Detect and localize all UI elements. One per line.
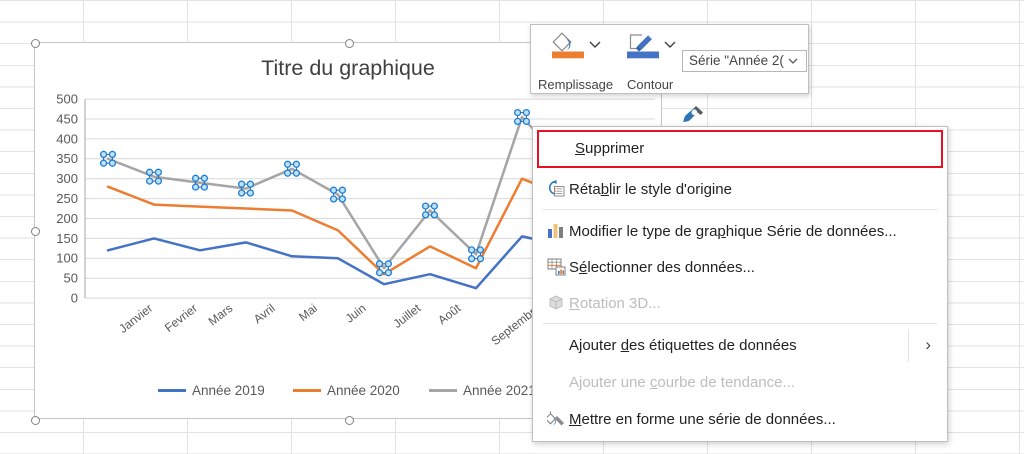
- svg-text:200: 200: [56, 211, 78, 226]
- svg-text:500: 500: [56, 92, 78, 107]
- svg-text:450: 450: [56, 111, 78, 126]
- svg-text:300: 300: [56, 171, 78, 186]
- svg-text:400: 400: [56, 131, 78, 146]
- svg-text:350: 350: [56, 151, 78, 166]
- svg-text:0: 0: [71, 291, 78, 306]
- svg-text:250: 250: [56, 191, 78, 206]
- svg-text:100: 100: [56, 251, 78, 266]
- svg-text:150: 150: [56, 231, 78, 246]
- svg-text:50: 50: [64, 271, 78, 286]
